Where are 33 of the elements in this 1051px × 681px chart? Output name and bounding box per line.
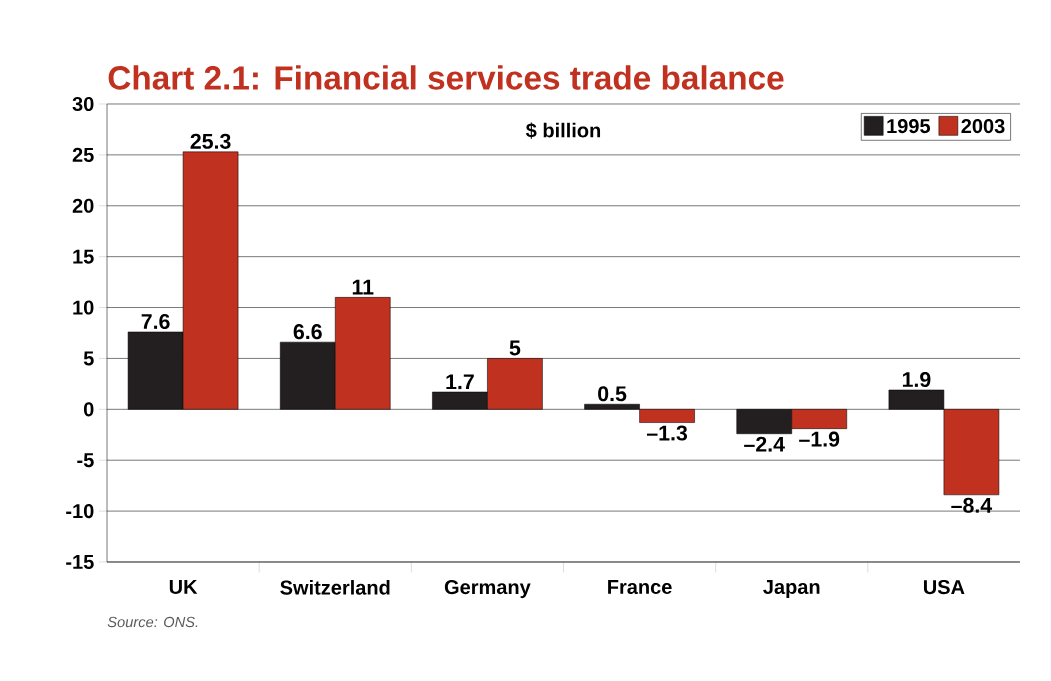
data-label: 25.3 <box>190 133 231 149</box>
y-tick-label: 15 <box>73 249 94 264</box>
x-tick-label: UK <box>169 580 198 594</box>
y-tick-label: -15 <box>66 555 94 569</box>
legend-label: 2003 <box>961 118 1005 134</box>
y-tick-label: -10 <box>66 504 94 519</box>
legend-label: 1995 <box>887 118 931 134</box>
y-tick-label: 25 <box>72 147 94 162</box>
y-tick-label: 5 <box>83 351 94 366</box>
y-tick-label: 20 <box>72 198 94 213</box>
data-label: 6.6 <box>293 324 322 340</box>
data-label: 5 <box>509 340 521 356</box>
data-label: 0.5 <box>598 386 627 402</box>
text: $ billion <box>525 122 601 139</box>
y-tick-label: 30 <box>72 96 94 112</box>
data-label: 1.7 <box>446 374 474 390</box>
x-tick-label: Switzerland <box>280 580 390 595</box>
x-tick-label: Japan <box>763 580 820 598</box>
data-label: –1.3 <box>646 425 688 441</box>
data-label: 11 <box>352 279 374 295</box>
data-label: 7.6 <box>141 313 170 330</box>
data-label: –2.4 <box>744 436 785 452</box>
chart-title: Chart 2.1: Financial services trade balance <box>108 65 784 90</box>
data-label: –8.4 <box>951 497 993 513</box>
source-note: Source: ONS. <box>107 616 198 628</box>
x-tick-label: Germany <box>444 580 531 599</box>
data-label: 1.9 <box>902 371 931 388</box>
x-tick-label: USA <box>923 580 965 595</box>
y-tick-label: 10 <box>73 300 94 315</box>
y-tick-label: 0 <box>83 402 94 417</box>
x-tick-label: France <box>608 580 672 594</box>
y-tick-label: -5 <box>77 453 94 468</box>
data-label: –1.9 <box>799 431 840 447</box>
